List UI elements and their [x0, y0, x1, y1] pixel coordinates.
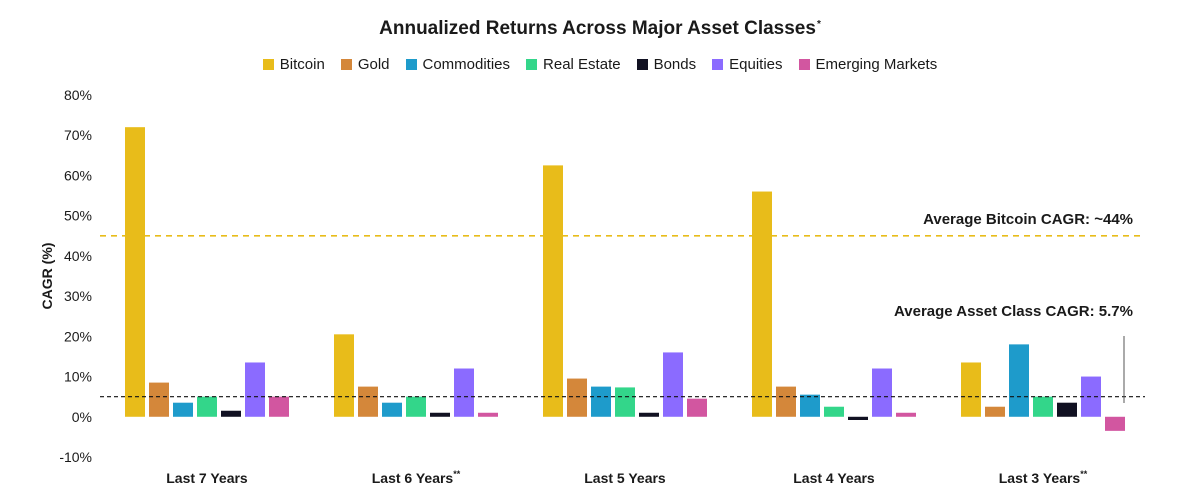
bar-commodities	[173, 402, 193, 417]
chart-legend: Bitcoin Gold Commodities Real Estate Bonds Eq…	[0, 56, 1200, 73]
bar-emerging-markets	[269, 396, 289, 417]
bar-commodities	[591, 386, 611, 417]
bar-emerging-markets	[687, 398, 707, 417]
y-tick-label: 60%	[64, 167, 92, 183]
x-tick-label: Last 7 Years	[166, 470, 248, 486]
legend-item-bitcoin: Bitcoin	[262, 56, 325, 73]
legend-swatch	[340, 59, 352, 70]
legend-swatch	[712, 59, 724, 70]
bar-real-estate	[197, 396, 217, 417]
legend-label: Equities	[729, 56, 783, 73]
x-tick-label: Last 5 Years	[584, 470, 666, 486]
y-tick-label: 20%	[64, 328, 92, 344]
x-tick-label: Last 3 Years**	[999, 469, 1088, 486]
bar-bonds	[1057, 402, 1077, 417]
bar-real-estate	[406, 396, 426, 417]
y-tick-label: 40%	[64, 248, 92, 264]
bar-equities	[872, 368, 892, 417]
legend-label: Commodities	[422, 56, 511, 73]
y-tick-label: 10%	[64, 369, 92, 385]
y-tick-label: -10%	[59, 449, 92, 465]
legend-swatch	[405, 59, 417, 70]
chart-title: Annualized Returns Across Major Asset Cl…	[379, 18, 821, 39]
bar-commodities	[382, 402, 402, 417]
bar-gold	[985, 406, 1005, 417]
legend-item-commodities: Commodities	[405, 56, 511, 73]
bar-emerging-markets	[896, 412, 916, 417]
title-footnote: *	[816, 18, 821, 30]
bar-equities	[454, 368, 474, 417]
bar-bonds	[221, 410, 241, 417]
bar-bonds	[430, 412, 450, 417]
bar-equities	[663, 352, 683, 417]
bar-real-estate	[615, 387, 635, 417]
legend-item-real-estate: Real Estate	[526, 56, 621, 73]
reference-label-bitcoin-avg: Average Bitcoin CAGR: ~44%	[923, 211, 1133, 228]
reference-label-asset-class-avg: Average Asset Class CAGR: 5.7%	[894, 303, 1133, 320]
legend-label: Emerging Markets	[815, 56, 938, 73]
bar-equities	[245, 362, 265, 417]
bar-emerging-markets	[1105, 416, 1125, 431]
legend-label: Gold	[357, 56, 390, 73]
x-tick-label: Last 4 Years	[793, 470, 875, 486]
legend-item-emerging-markets: Emerging Markets	[798, 56, 938, 73]
bar-bitcoin	[961, 362, 981, 417]
y-tick-label: 70%	[64, 127, 92, 143]
legend-swatch	[798, 59, 810, 70]
y-tick-label: 80%	[64, 87, 92, 103]
legend-swatch	[262, 59, 274, 70]
bar-bitcoin	[543, 165, 563, 417]
legend-label: Real Estate	[543, 56, 621, 73]
y-tick-label: 30%	[64, 288, 92, 304]
bar-gold	[776, 386, 796, 417]
legend-item-equities: Equities	[712, 56, 783, 73]
bar-bonds	[848, 416, 868, 420]
bar-gold	[567, 378, 587, 417]
legend-item-bonds: Bonds	[636, 56, 697, 73]
y-tick-label: 0%	[72, 409, 92, 425]
bar-commodities	[1009, 344, 1029, 417]
bar-gold	[149, 382, 169, 417]
bar-real-estate	[1033, 396, 1053, 417]
legend-swatch	[526, 59, 538, 70]
legend-swatch	[636, 59, 648, 70]
legend-label: Bitcoin	[279, 56, 325, 73]
bar-bitcoin	[752, 191, 772, 417]
bar-emerging-markets	[478, 412, 498, 417]
bar-gold	[358, 386, 378, 417]
bar-commodities	[800, 394, 820, 417]
legend-label: Bonds	[653, 56, 697, 73]
bar-bitcoin	[334, 334, 354, 417]
bar-real-estate	[824, 406, 844, 417]
y-tick-label: 50%	[64, 208, 92, 224]
y-axis-label: CAGR (%)	[39, 243, 55, 310]
x-tick-label: Last 6 Years**	[372, 469, 461, 486]
bar-bonds	[639, 412, 659, 417]
legend-item-gold: Gold	[340, 56, 390, 73]
bar-bitcoin	[125, 127, 145, 417]
